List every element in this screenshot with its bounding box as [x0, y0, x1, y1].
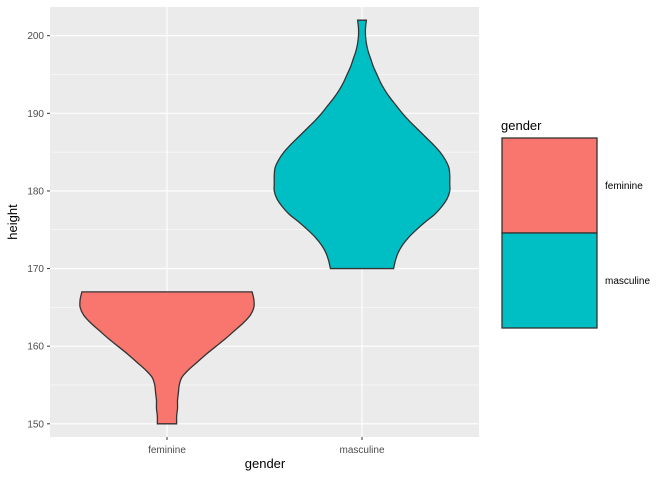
y-tick-label: 170 — [27, 264, 44, 275]
y-tick-label: 190 — [27, 109, 44, 120]
y-tick-label: 150 — [27, 419, 44, 430]
legend-key-feminine — [501, 137, 598, 234]
y-axis: 150 160 170 180 190 200 — [27, 31, 50, 430]
x-axis: feminine masculine — [148, 437, 385, 456]
x-axis-title: gender — [245, 456, 286, 471]
legend-label-masculine: masculine — [605, 276, 650, 287]
x-tick-label: feminine — [148, 445, 186, 456]
violins — [79, 19, 451, 425]
x-tick-label: masculine — [339, 445, 384, 456]
y-tick-label: 200 — [27, 31, 44, 42]
grid-major — [50, 7, 479, 437]
y-tick-label: 160 — [27, 342, 44, 353]
y-axis-title: height — [5, 204, 20, 240]
legend-label-feminine: feminine — [605, 181, 643, 192]
y-tick-label: 180 — [27, 186, 44, 197]
violin-masculine — [273, 19, 451, 270]
violin-feminine — [79, 291, 255, 425]
legend-key-masculine — [501, 232, 598, 329]
legend: gender feminine masculine — [501, 118, 650, 329]
legend-title: gender — [501, 118, 542, 133]
